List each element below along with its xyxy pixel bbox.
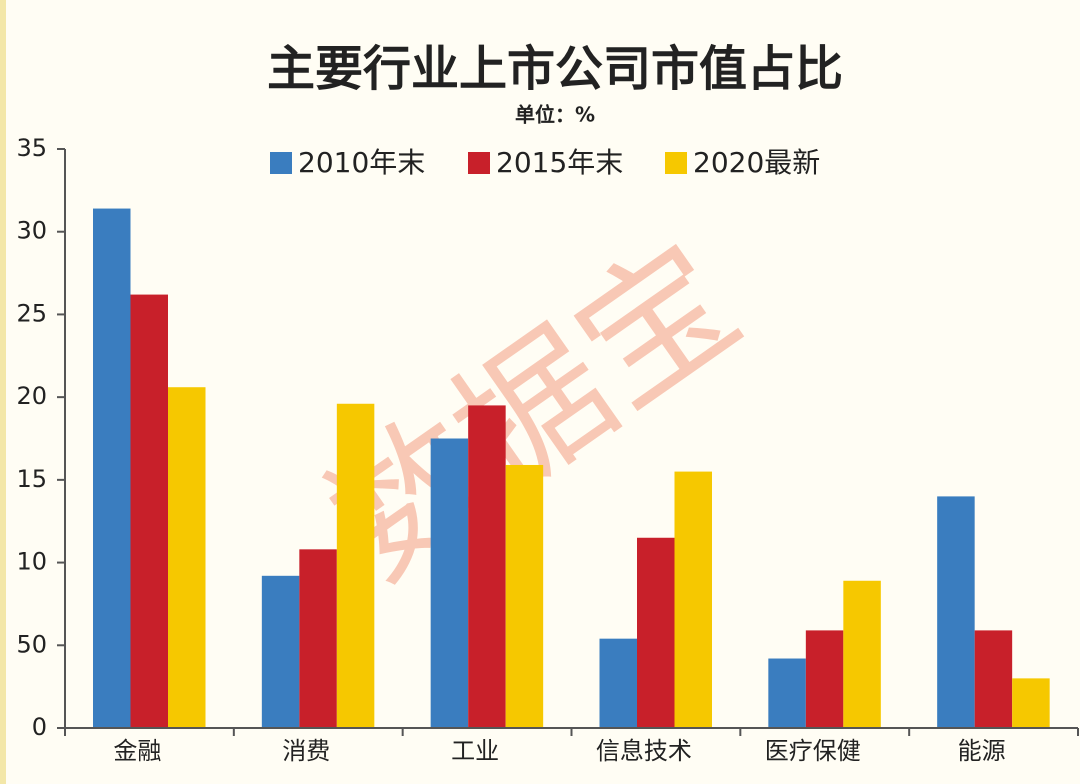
x-tick-label: 工业 — [451, 737, 499, 765]
y-tick-label: 25 — [16, 299, 47, 327]
y-tick-label: 15 — [16, 465, 47, 493]
legend-label: 2020最新 — [693, 146, 820, 179]
x-tick-label: 金融 — [113, 737, 161, 765]
chart-subtitle: 单位：% — [515, 103, 595, 127]
y-tick-label: 20 — [16, 382, 47, 410]
chart-title: 主要行业上市公司市值占比 — [267, 41, 843, 97]
bar — [168, 387, 206, 728]
bar — [674, 471, 712, 728]
x-tick-label: 信息技术 — [596, 737, 692, 765]
y-tick-label: 35 — [16, 134, 47, 162]
bar — [805, 630, 844, 728]
x-tick-label: 医疗保健 — [765, 737, 861, 765]
x-tick-label: 消费 — [282, 737, 330, 765]
bar — [843, 580, 881, 728]
y-tick-label: 50 — [16, 630, 47, 658]
bar — [336, 403, 375, 728]
bar — [299, 549, 337, 728]
bar — [130, 294, 168, 728]
legend-label: 2010年末 — [298, 146, 425, 179]
edge-strip — [0, 0, 6, 784]
bar — [505, 464, 544, 728]
y-tick-label: 0 — [32, 713, 47, 741]
legend-label: 2015年末 — [496, 146, 623, 179]
legend-swatch — [665, 152, 687, 174]
bar — [768, 658, 806, 728]
bar — [261, 575, 300, 728]
bar — [1012, 678, 1050, 728]
bar — [93, 208, 131, 728]
bar — [430, 438, 469, 728]
x-tick-label: 能源 — [958, 737, 1006, 765]
y-tick-label: 30 — [16, 217, 47, 245]
bar — [937, 496, 975, 728]
bar — [974, 630, 1013, 728]
bar — [599, 638, 637, 728]
bar — [637, 537, 675, 728]
bar — [468, 405, 506, 728]
y-tick-label: 10 — [16, 548, 47, 576]
legend-swatch — [270, 152, 292, 174]
legend-swatch — [468, 152, 490, 174]
